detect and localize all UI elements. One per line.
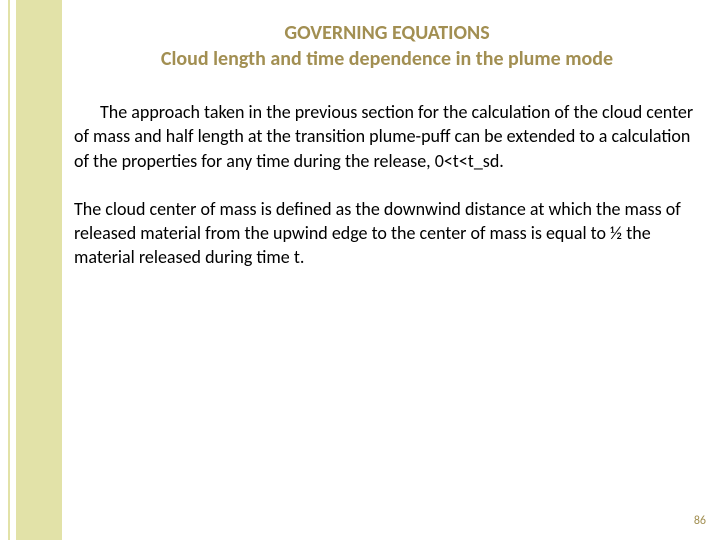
paragraph-1: The approach taken in the previous secti… bbox=[74, 100, 700, 173]
paragraph-2: The cloud center of mass is defined as t… bbox=[74, 197, 700, 270]
slide-title: GOVERNING EQUATIONS Cloud length and tim… bbox=[74, 20, 700, 72]
title-line-2: Cloud length and time dependence in the … bbox=[114, 46, 660, 72]
title-line-1: GOVERNING EQUATIONS bbox=[114, 20, 660, 46]
slide-content: GOVERNING EQUATIONS Cloud length and tim… bbox=[62, 0, 720, 540]
page-number: 86 bbox=[694, 514, 706, 528]
sidebar-thin-line bbox=[8, 0, 10, 540]
decorative-sidebar bbox=[0, 0, 62, 540]
sidebar-fill bbox=[16, 0, 62, 540]
